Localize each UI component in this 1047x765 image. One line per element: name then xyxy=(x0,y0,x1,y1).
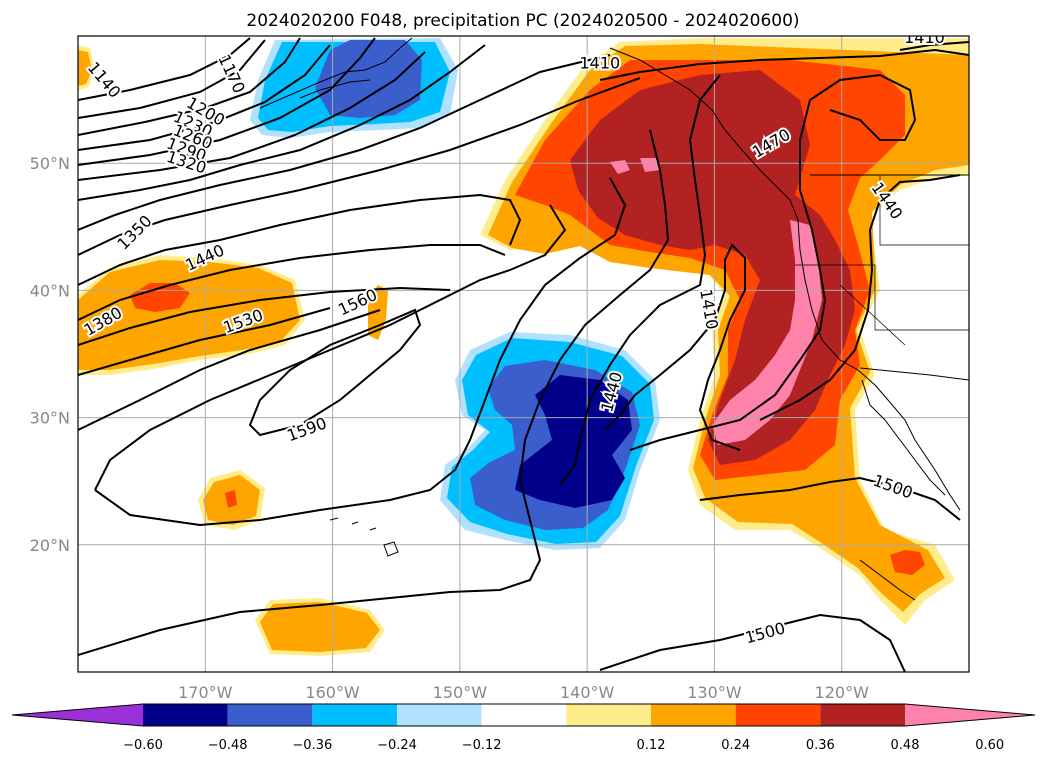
contour-line-1590 xyxy=(248,308,422,437)
colorbar-tick-label: 0.60 xyxy=(975,738,1004,753)
lon-tick-label: 160°W xyxy=(305,683,360,702)
lat-tick-label: 50°N xyxy=(30,154,70,173)
colorbar-extend-low xyxy=(12,704,143,726)
lon-tick-label: 150°W xyxy=(433,683,488,702)
contour-line xyxy=(94,204,567,491)
colorbar-extend-high xyxy=(905,704,1035,726)
contour-line xyxy=(629,73,917,451)
figure-title: 2024020200 F048, precipitation PC (20240… xyxy=(246,11,799,31)
contour-line xyxy=(599,48,969,81)
contour-line xyxy=(78,77,641,256)
contour-line-1500 xyxy=(699,476,961,521)
colorbar-bin xyxy=(143,704,228,726)
lat-tick-label: 20°N xyxy=(30,536,70,555)
contour-line xyxy=(78,37,301,136)
anomaly-region-alaska-midblue xyxy=(315,40,422,118)
contour-line xyxy=(599,613,906,672)
hawaii-islands xyxy=(329,517,399,557)
lat-tick-label: 30°N xyxy=(30,409,70,428)
contour-line xyxy=(604,243,746,451)
colorbar-tick-label: −0.60 xyxy=(123,738,163,753)
coastlines xyxy=(259,37,969,601)
anomaly-region-west-orange xyxy=(78,260,300,370)
colorbar-bin xyxy=(312,704,397,726)
geopotential-contours xyxy=(78,37,969,672)
colorbar-tick-label: 0.24 xyxy=(721,738,750,753)
lon-tick-label: 140°W xyxy=(560,683,615,702)
colorbar-tick-label: −0.36 xyxy=(292,738,332,753)
colorbar-outline xyxy=(11,703,1036,727)
latitude-tick-labels: 20°N 30°N 40°N 50°N xyxy=(30,154,70,555)
colorbar-tick-label: 0.36 xyxy=(806,738,835,753)
lon-tick-label: 130°W xyxy=(687,683,742,702)
colorbar-tick-label: 0.12 xyxy=(637,738,666,753)
contour-line xyxy=(759,174,961,421)
contour-line xyxy=(78,286,451,346)
lon-tick-label: 170°W xyxy=(178,683,233,702)
anomaly-region-island-orange xyxy=(368,285,388,340)
colorbar-bin xyxy=(820,704,905,726)
contour-line xyxy=(78,309,381,431)
graticule xyxy=(78,36,969,672)
contour-line xyxy=(78,244,506,321)
contour-line xyxy=(78,193,522,286)
contour-line xyxy=(78,51,426,181)
colorbar-tick-label: −0.12 xyxy=(462,738,502,753)
contour-line xyxy=(78,37,376,166)
coastline-alaska xyxy=(259,37,413,109)
border-state-2 xyxy=(795,264,969,331)
colorbar-bin xyxy=(566,704,651,726)
border-state-3 xyxy=(839,284,906,346)
anomaly-region-hawaii-redorange xyxy=(225,490,237,508)
anomaly-region-subtropic-redorange xyxy=(890,550,925,575)
lon-tick-label: 120°W xyxy=(815,683,870,702)
precipitation-shading xyxy=(78,38,969,656)
contour-line xyxy=(78,39,266,119)
anomaly-region-pacific-deepblue xyxy=(515,375,632,508)
colorbar-tick-label: −0.48 xyxy=(208,738,248,753)
contour-line xyxy=(559,74,721,486)
colorbar-bin xyxy=(735,704,821,726)
colorbar-bin xyxy=(227,704,313,726)
longitude-tick-labels: 170°W 160°W 150°W 140°W 130°W 120°W xyxy=(178,683,869,702)
colorbar-bin xyxy=(397,704,482,726)
contour-line xyxy=(899,41,969,51)
colorbar-tick-label: 0.48 xyxy=(891,738,920,753)
border-us-mexico xyxy=(859,367,969,381)
colorbar-tick-label: −0.24 xyxy=(377,738,417,753)
anomaly-region-south-orange xyxy=(260,602,380,652)
contour-line xyxy=(78,44,486,201)
contour-line xyxy=(78,54,611,231)
map-frame xyxy=(77,35,970,673)
contour-line xyxy=(78,307,331,376)
colorbar-bin xyxy=(651,704,736,726)
contour-line xyxy=(78,37,251,101)
contour-label: 1410 xyxy=(580,53,621,72)
contour-line xyxy=(78,129,670,656)
contour-label: 1410 xyxy=(904,28,945,47)
coastline-baja xyxy=(861,379,946,496)
lat-tick-label: 40°N xyxy=(30,281,70,300)
colorbar-bin xyxy=(481,704,567,726)
anomaly-region-west-small-orange xyxy=(78,50,92,86)
anomaly-region-pink-small-2 xyxy=(640,158,660,172)
coastline-mexico xyxy=(859,559,916,601)
colorbar: −0.60 −0.48 −0.36 −0.24 −0.12 0.12 0.24 0.36 0.4… xyxy=(11,703,1036,753)
border-state-1 xyxy=(879,175,969,246)
contour-line xyxy=(78,44,331,151)
contour-line xyxy=(94,177,627,527)
